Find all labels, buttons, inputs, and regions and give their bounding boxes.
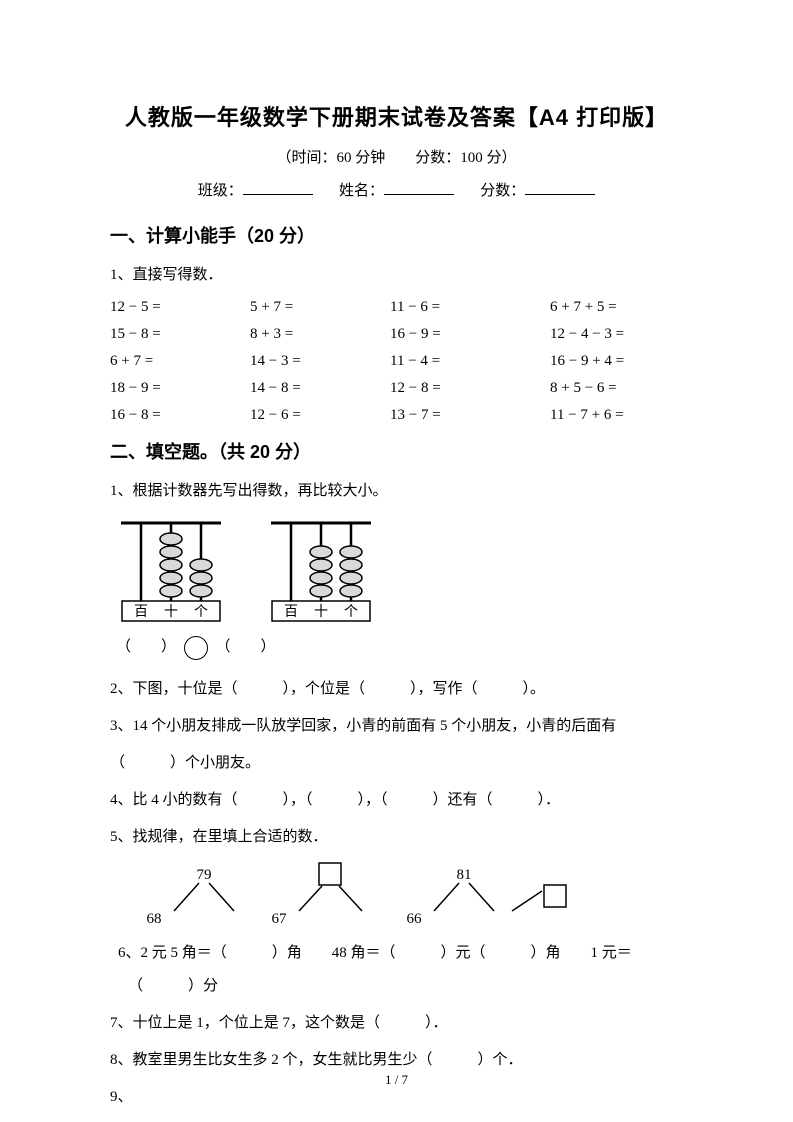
calc-cell: 11 − 4 =	[390, 353, 550, 370]
calc-cell: 12 − 6 =	[250, 407, 390, 424]
pattern-top: 81	[457, 867, 472, 883]
abacus-label: 百	[284, 604, 298, 620]
calc-cell: 11 − 6 =	[390, 299, 550, 316]
calc-cell: 16 − 8 =	[110, 407, 250, 424]
s2-q5: 5、找规律，在里填上合适的数．	[110, 824, 683, 851]
calc-cell: 8 + 3 =	[250, 326, 390, 343]
class-label: 班级：	[198, 183, 243, 199]
s2-q2: 2、下图，十位是（ ），个位是（ ），写作（ ）。	[110, 676, 683, 703]
s2-q3b: （ ）个小朋友。	[110, 750, 683, 777]
q1-label: 1、直接写得数．	[110, 262, 683, 289]
page-subtitle: （时间：60 分钟 分数：100 分）	[110, 146, 683, 167]
pattern-bottom: 66	[407, 911, 423, 927]
section2-head: 二、填空题。（共 20 分）	[110, 438, 683, 464]
page: 人教版一年级数学下册期末试卷及答案【A4 打印版】 （时间：60 分钟 分数：1…	[0, 0, 793, 1122]
calc-cell: 12 − 4 − 3 =	[550, 326, 700, 343]
abacus-label: 百	[134, 604, 148, 620]
score-blank	[525, 180, 595, 195]
calc-grid: 12 − 5 = 5 + 7 = 11 − 6 = 6 + 7 + 5 = 15…	[110, 299, 683, 424]
calc-cell: 16 − 9 =	[390, 326, 550, 343]
calc-cell: 11 − 7 + 6 =	[550, 407, 700, 424]
pattern-box	[544, 885, 566, 907]
compare-left: （ ）	[116, 639, 176, 655]
info-line: 班级： 姓名： 分数：	[110, 179, 683, 200]
pattern-box	[319, 863, 341, 885]
name-label: 姓名：	[339, 183, 384, 199]
s2-q3a: 3、14 个小朋友排成一队放学回家，小青的前面有 5 个小朋友，小青的后面有	[110, 713, 683, 740]
abacus-label: 个	[194, 604, 208, 620]
calc-cell: 16 − 9 + 4 =	[550, 353, 700, 370]
calc-cell: 15 − 8 =	[110, 326, 250, 343]
calc-cell: 14 − 3 =	[250, 353, 390, 370]
calc-cell: 14 − 8 =	[250, 380, 390, 397]
s2-q4: 4、比 4 小的数有（ ），（ ），（ ）还有（ ）．	[110, 787, 683, 814]
page-title: 人教版一年级数学下册期末试卷及答案【A4 打印版】	[110, 100, 683, 132]
abacus-label: 个	[344, 604, 358, 620]
calc-cell: 12 − 8 =	[390, 380, 550, 397]
calc-cell: 13 − 7 =	[390, 407, 550, 424]
class-blank	[243, 180, 313, 195]
pattern-top: 79	[197, 867, 212, 883]
compare-circle	[184, 636, 208, 660]
pattern-diagram: 79 68 67 81 66	[114, 861, 654, 931]
calc-cell: 12 − 5 =	[110, 299, 250, 316]
s2-q8: 8、教室里男生比女生多 2 个，女生就比男生少（ ）个．	[110, 1047, 683, 1074]
beads-ones	[340, 546, 362, 597]
s2-q6a: 6、2 元 5 角＝（ ）角 48 角＝（ ）元（ ）角 1 元＝	[118, 940, 683, 967]
beads-tens	[310, 546, 332, 597]
beads-ones	[190, 559, 212, 597]
pattern-bottom: 68	[147, 911, 162, 927]
page-footer: 1 / 7	[0, 1072, 793, 1088]
pattern-bottom: 67	[272, 911, 288, 927]
calc-cell: 5 + 7 =	[250, 299, 390, 316]
abacus-2: 百 十 个	[266, 515, 376, 625]
compare-row: （ ） （ ）	[116, 635, 683, 660]
abacus-row: 百 十 个 百 十 个	[116, 515, 683, 625]
calc-cell: 18 − 9 =	[110, 380, 250, 397]
s2-q6b: （ ）分	[118, 973, 683, 1000]
calc-cell: 8 + 5 − 6 =	[550, 380, 700, 397]
name-blank	[384, 180, 454, 195]
s2-q7: 7、十位上是 1，个位上是 7，这个数是（ ）．	[110, 1010, 683, 1037]
score-label: 分数：	[480, 183, 525, 199]
abacus-label: 十	[164, 604, 178, 620]
abacus-label: 十	[314, 604, 328, 620]
beads-tens	[160, 533, 182, 597]
calc-cell: 6 + 7 + 5 =	[550, 299, 700, 316]
s2-q1: 1、根据计数器先写出得数，再比较大小。	[110, 478, 683, 505]
section1-head: 一、计算小能手（20 分）	[110, 222, 683, 248]
abacus-1: 百 十 个	[116, 515, 226, 625]
calc-cell: 6 + 7 =	[110, 353, 250, 370]
compare-right: （ ）	[216, 639, 276, 655]
